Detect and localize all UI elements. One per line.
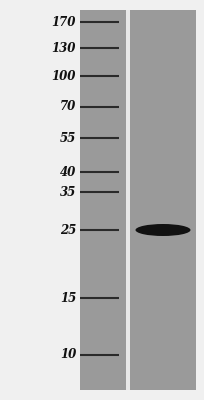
Text: 10: 10 [60, 348, 76, 362]
Text: 130: 130 [52, 42, 76, 54]
Text: 15: 15 [60, 292, 76, 304]
Bar [80, 10, 126, 390]
Text: 170: 170 [52, 16, 76, 28]
Ellipse shape [135, 224, 191, 236]
Text: 100: 100 [52, 70, 76, 82]
Text: 35: 35 [60, 186, 76, 198]
Bar [130, 10, 196, 390]
Bar [126, 10, 130, 390]
Text: 70: 70 [60, 100, 76, 114]
Text: 55: 55 [60, 132, 76, 144]
Text: 25: 25 [60, 224, 76, 236]
Text: 40: 40 [60, 166, 76, 178]
